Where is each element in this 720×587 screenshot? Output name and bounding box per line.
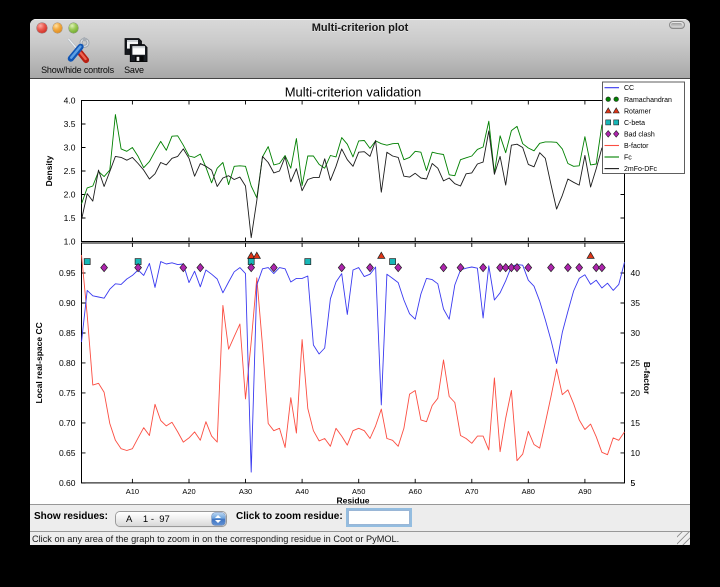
svg-text:Ramachandran: Ramachandran xyxy=(624,97,672,104)
svg-text:25: 25 xyxy=(631,358,641,368)
svg-text:A80: A80 xyxy=(522,487,535,496)
svg-text:0.75: 0.75 xyxy=(59,388,76,398)
svg-text:A60: A60 xyxy=(409,487,422,496)
svg-text:40: 40 xyxy=(631,268,641,278)
svg-text:A50: A50 xyxy=(352,487,365,496)
svg-text:B-factor: B-factor xyxy=(624,143,649,150)
svg-text:Residue: Residue xyxy=(336,495,369,504)
svg-text:0.80: 0.80 xyxy=(59,358,76,368)
svg-text:Local real-space CC: Local real-space CC xyxy=(34,322,44,403)
svg-text:5: 5 xyxy=(631,478,636,488)
svg-text:Density: Density xyxy=(44,155,54,186)
svg-text:1.0: 1.0 xyxy=(64,237,76,247)
svg-text:B-factor: B-factor xyxy=(642,362,652,395)
svg-text:1.5: 1.5 xyxy=(64,213,76,223)
svg-text:A20: A20 xyxy=(182,487,195,496)
svg-text:Bad clash: Bad clash xyxy=(624,131,655,138)
svg-text:20: 20 xyxy=(631,388,641,398)
svg-text:A70: A70 xyxy=(465,487,478,496)
svg-text:CC: CC xyxy=(624,85,634,92)
svg-text:2mFo-DFc: 2mFo-DFc xyxy=(624,166,658,173)
svg-text:10: 10 xyxy=(631,448,641,458)
svg-text:A40: A40 xyxy=(295,487,308,496)
svg-text:0.90: 0.90 xyxy=(59,298,76,308)
svg-text:Fc: Fc xyxy=(624,155,632,162)
svg-text:Rotamer: Rotamer xyxy=(624,108,652,115)
svg-text:0.60: 0.60 xyxy=(59,478,76,488)
svg-text:A90: A90 xyxy=(578,487,591,496)
svg-text:A30: A30 xyxy=(239,487,252,496)
svg-text:3.5: 3.5 xyxy=(64,119,76,129)
svg-text:4.0: 4.0 xyxy=(64,96,76,106)
svg-text:5: 5 xyxy=(631,478,636,488)
svg-text:0.65: 0.65 xyxy=(59,448,76,458)
svg-text:3.0: 3.0 xyxy=(64,143,76,153)
svg-text:30: 30 xyxy=(631,328,641,338)
svg-text:15: 15 xyxy=(631,418,641,428)
svg-text:2.5: 2.5 xyxy=(64,166,76,176)
svg-text:Multi-criterion validation: Multi-criterion validation xyxy=(285,85,422,100)
svg-text:0.95: 0.95 xyxy=(59,268,76,278)
svg-text:A10: A10 xyxy=(126,487,139,496)
svg-text:0.85: 0.85 xyxy=(59,328,76,338)
svg-text:0.70: 0.70 xyxy=(59,418,76,428)
svg-text:C-beta: C-beta xyxy=(624,120,645,127)
svg-text:35: 35 xyxy=(631,298,641,308)
svg-text:2.0: 2.0 xyxy=(64,190,76,200)
